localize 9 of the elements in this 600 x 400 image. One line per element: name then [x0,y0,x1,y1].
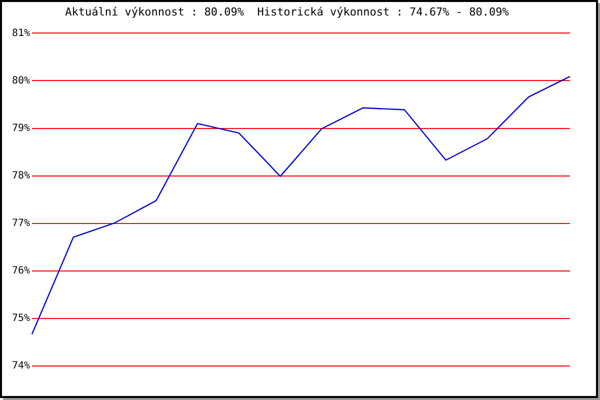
y-tick-label: 79% [12,122,30,134]
chart-title: Aktuální výkonnost : 80.09% Historická výkonnost : 74.67% - 80.09% [65,5,510,18]
y-tick-label: 80% [12,75,30,86]
y-tick-label: 78% [12,170,30,182]
y-tick-label: 81% [12,28,30,39]
y-tick-label: 77% [12,218,30,229]
y-tick-label: 76% [12,266,30,277]
y-tick-label: 75% [12,313,30,324]
y-tick-label: 74% [12,360,30,372]
